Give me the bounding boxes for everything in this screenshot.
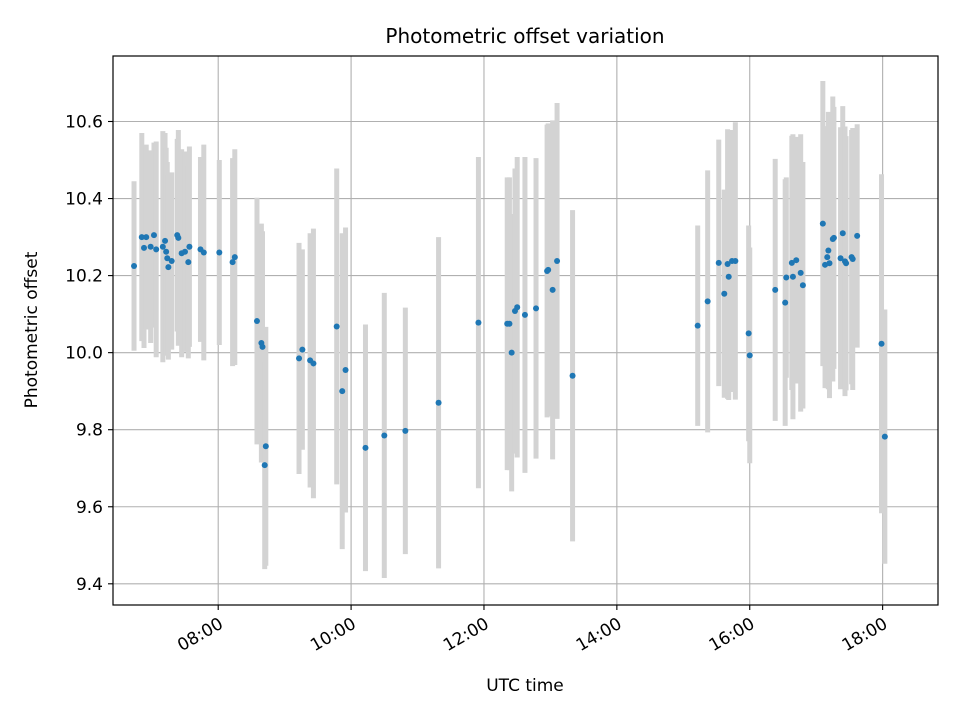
data-point (163, 248, 170, 255)
data-point (508, 349, 515, 356)
y-tick-label: 10.0 (65, 344, 103, 364)
data-point (825, 247, 832, 254)
data-point (506, 320, 513, 327)
data-point (435, 399, 442, 406)
data-point (296, 355, 303, 362)
data-point (159, 243, 166, 250)
data-point (878, 340, 885, 347)
data-point (186, 243, 193, 250)
data-point (837, 255, 844, 262)
data-point (724, 261, 731, 268)
data-point (782, 299, 789, 306)
data-point (725, 273, 732, 280)
data-point (181, 248, 188, 255)
data-point (745, 330, 752, 337)
data-point (185, 259, 192, 266)
data-point (253, 318, 260, 325)
data-point (342, 366, 349, 373)
y-tick-label: 9.8 (76, 421, 103, 441)
data-point (168, 257, 175, 264)
y-tick-label: 9.6 (76, 498, 103, 518)
data-point (826, 260, 833, 267)
data-point (824, 254, 831, 261)
data-point (799, 282, 806, 289)
data-point (165, 264, 172, 271)
data-point (200, 249, 207, 256)
data-point (362, 444, 369, 451)
data-point (147, 243, 154, 250)
data-point (797, 269, 804, 276)
data-point (143, 234, 150, 241)
y-tick-label: 10.6 (65, 112, 103, 132)
data-point (854, 232, 861, 239)
data-point (721, 290, 728, 297)
y-tick-label: 10.2 (65, 267, 103, 287)
data-point (788, 259, 795, 266)
data-point (381, 432, 388, 439)
data-point (554, 257, 561, 264)
data-point (569, 372, 576, 379)
data-point (849, 256, 856, 263)
data-point (830, 234, 837, 241)
y-tick-label: 10.4 (65, 190, 103, 210)
data-point (339, 388, 346, 395)
data-point (475, 319, 482, 326)
plot-frame (112, 55, 939, 606)
data-point (839, 230, 846, 237)
data-point (533, 305, 540, 312)
data-point (746, 352, 753, 359)
data-point (333, 323, 340, 330)
data-point (819, 220, 826, 227)
data-point (164, 255, 171, 262)
data-point (843, 260, 850, 267)
data-point (259, 343, 266, 350)
data-point (789, 273, 796, 280)
data-points (131, 220, 888, 469)
data-point (261, 462, 268, 469)
data-point (694, 322, 701, 329)
data-point (216, 249, 223, 256)
data-point (545, 266, 552, 273)
data-point (138, 234, 145, 241)
data-point (772, 286, 779, 293)
data-point (131, 262, 138, 269)
data-point (141, 244, 148, 251)
data-point (514, 304, 521, 311)
data-point (153, 246, 160, 253)
x-axis-label: UTC time (486, 676, 564, 696)
data-point (881, 433, 888, 440)
data-point (402, 427, 409, 434)
data-point (783, 274, 790, 281)
data-point (262, 443, 269, 450)
data-point (299, 346, 306, 353)
data-point (231, 254, 238, 261)
data-point (732, 257, 739, 264)
data-point (150, 232, 157, 239)
y-tick-label: 9.4 (76, 575, 103, 595)
data-point (310, 360, 317, 367)
data-point (175, 234, 182, 241)
data-point (162, 237, 169, 244)
y-axis-label: Photometric offset (22, 251, 42, 408)
data-point (229, 259, 236, 266)
data-point (715, 259, 722, 266)
data-point (793, 257, 800, 264)
data-point (704, 298, 711, 305)
data-point (549, 286, 556, 293)
chart-title: Photometric offset variation (385, 24, 664, 48)
data-point (521, 311, 528, 318)
